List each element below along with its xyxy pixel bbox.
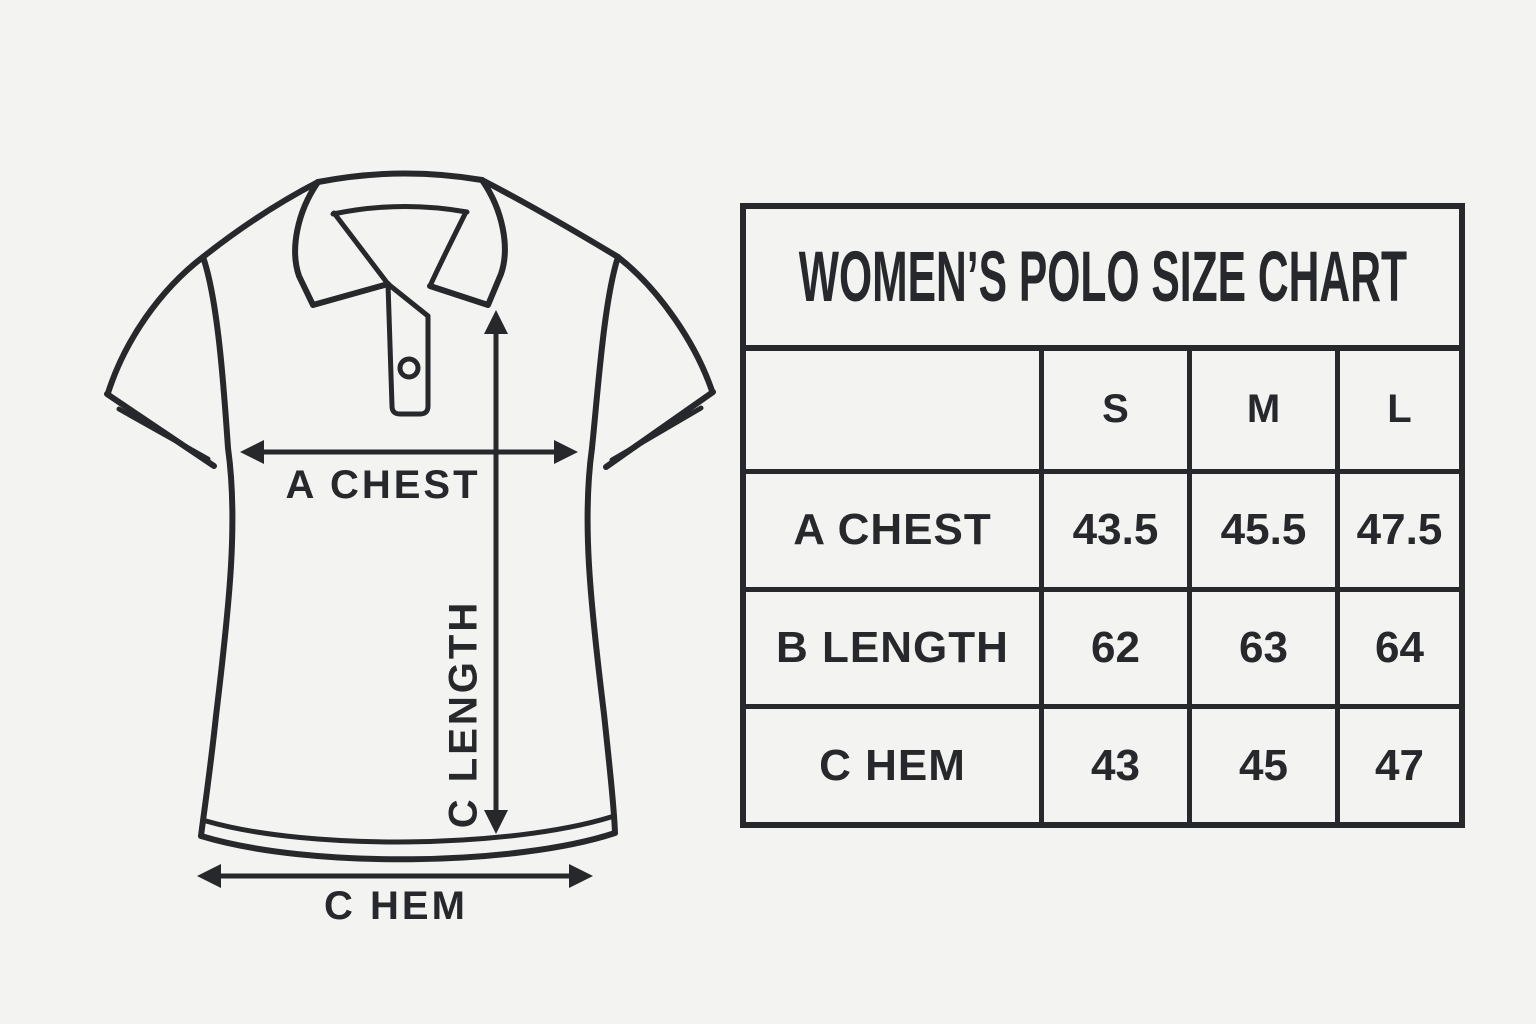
hem-value-s: 43 <box>1039 704 1187 822</box>
row-label-hem: C HEM <box>746 704 1039 822</box>
chest-value-m: 45.5 <box>1187 468 1335 587</box>
length-value-m: 63 <box>1187 586 1335 705</box>
row-label-chest: A CHEST <box>746 468 1039 587</box>
chest-value-s: 43.5 <box>1039 468 1187 587</box>
size-chart-grid: S M L A CHEST 43.5 45.5 47.5 B LENGTH 62… <box>746 351 1459 822</box>
size-chart-table: WOMEN’S POLO SIZE CHART S M L A CHEST 43… <box>740 203 1465 828</box>
polo-shirt-illustration: A CHEST C LENGTH C HEM <box>104 170 716 928</box>
hem-value-m: 45 <box>1187 704 1335 822</box>
table-title: WOMEN’S POLO SIZE CHART <box>798 237 1407 317</box>
col-header-m: M <box>1187 351 1335 469</box>
button-icon <box>397 356 421 380</box>
chest-label: A CHEST <box>285 463 480 507</box>
corner-cell <box>746 351 1039 469</box>
hem-measure-arrow <box>197 864 593 888</box>
table-title-row: WOMEN’S POLO SIZE CHART <box>746 209 1459 351</box>
length-value-s: 62 <box>1039 586 1187 705</box>
hem-value-l: 47 <box>1335 704 1459 822</box>
polo-shirt-outline <box>104 170 716 863</box>
col-header-l: L <box>1335 351 1459 469</box>
chest-measure-arrow <box>240 440 578 464</box>
hem-label: C HEM <box>324 884 468 928</box>
row-label-length: B LENGTH <box>746 586 1039 705</box>
col-header-s: S <box>1039 351 1187 469</box>
length-value-l: 64 <box>1335 586 1459 705</box>
chest-value-l: 47.5 <box>1335 468 1459 587</box>
length-measure-arrow <box>484 310 508 834</box>
length-label: C LENGTH <box>442 600 486 828</box>
